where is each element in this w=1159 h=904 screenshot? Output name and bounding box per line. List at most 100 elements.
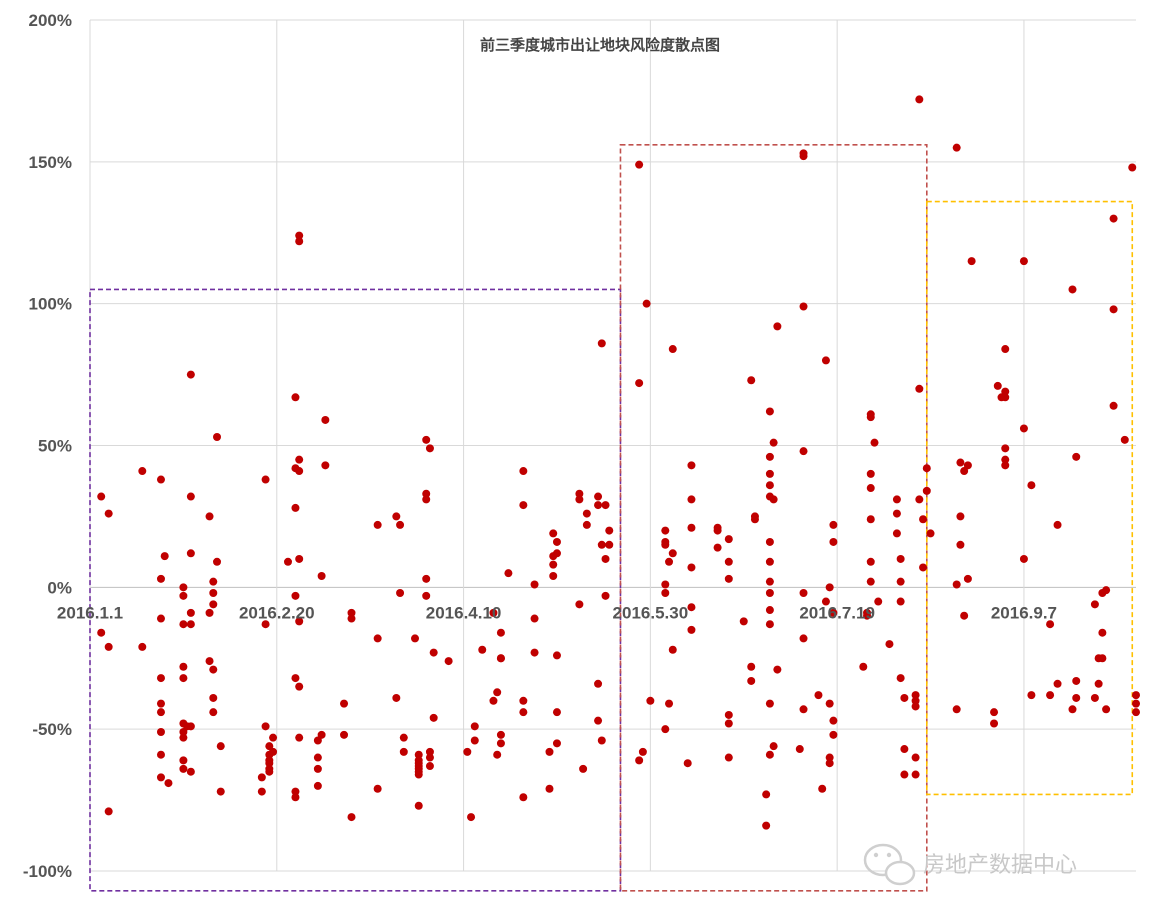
data-point [265, 742, 274, 751]
data-point [373, 520, 382, 529]
data-point [911, 770, 920, 779]
data-point [919, 563, 928, 572]
data-point [866, 469, 875, 478]
data-point [687, 563, 696, 572]
data-point [209, 708, 218, 717]
data-point [724, 535, 733, 544]
highlight-box [89, 288, 622, 892]
data-point [1001, 393, 1010, 402]
data-point [769, 438, 778, 447]
data-point [668, 345, 677, 354]
data-point [493, 688, 502, 697]
data-point [926, 529, 935, 538]
data-point [713, 543, 722, 552]
data-point [295, 733, 304, 742]
data-point [885, 640, 894, 649]
data-point [265, 759, 274, 768]
data-point [825, 583, 834, 592]
data-point [1120, 435, 1129, 444]
data-point [321, 415, 330, 424]
x-tick-label: 2016.7.19 [799, 603, 875, 622]
data-point [209, 589, 218, 598]
data-point [295, 682, 304, 691]
data-point [496, 654, 505, 663]
data-point [313, 764, 322, 773]
data-point [1019, 424, 1028, 433]
data-point [1090, 600, 1099, 609]
data-point [519, 501, 528, 510]
data-point [104, 642, 113, 651]
data-point [552, 549, 561, 558]
data-point [545, 747, 554, 756]
data-point [347, 614, 356, 623]
data-point [399, 733, 408, 742]
data-point [724, 574, 733, 583]
data-point [765, 750, 774, 759]
data-point [422, 435, 431, 444]
wechat-icon [863, 843, 916, 886]
data-point [313, 781, 322, 790]
data-point [963, 461, 972, 470]
data-point [597, 736, 606, 745]
data-point [1046, 620, 1055, 629]
data-point [340, 699, 349, 708]
data-point [422, 591, 431, 600]
data-point [739, 617, 748, 626]
data-point [156, 674, 165, 683]
data-point [186, 549, 195, 558]
data-point [373, 634, 382, 643]
data-point [340, 730, 349, 739]
data-point [97, 492, 106, 501]
data-point [713, 526, 722, 535]
chart-title: 前三季度城市出让地块风险度散点图 [480, 36, 720, 54]
data-point [683, 759, 692, 768]
data-point [1001, 387, 1010, 396]
data-point [1072, 693, 1081, 702]
data-point [799, 152, 808, 161]
data-point [638, 747, 647, 756]
data-point [963, 574, 972, 583]
data-point [261, 722, 270, 731]
highlight-box [619, 144, 928, 892]
data-point [414, 801, 423, 810]
data-point [960, 611, 969, 620]
data-point [1132, 691, 1140, 700]
data-point [317, 730, 326, 739]
data-point [429, 648, 438, 657]
data-point [179, 756, 188, 765]
data-point [866, 413, 875, 422]
data-point [952, 705, 961, 714]
data-point [825, 759, 834, 768]
data-point [179, 662, 188, 671]
data-point [478, 645, 487, 654]
data-point [594, 501, 603, 510]
data-point [668, 645, 677, 654]
data-point [762, 790, 771, 799]
data-point [687, 625, 696, 634]
data-point [765, 452, 774, 461]
data-point [496, 739, 505, 748]
data-point [186, 722, 195, 731]
data-point [373, 784, 382, 793]
data-point [396, 589, 405, 598]
data-point [257, 773, 266, 782]
data-point [900, 693, 909, 702]
data-point [605, 526, 614, 535]
data-point [164, 779, 173, 788]
data-point [530, 614, 539, 623]
data-point [582, 509, 591, 518]
data-point [552, 651, 561, 660]
data-point [594, 716, 603, 725]
data-point [179, 733, 188, 742]
data-point [892, 509, 901, 518]
data-point [866, 484, 875, 493]
data-point [661, 540, 670, 549]
data-point [179, 764, 188, 773]
data-point [1068, 705, 1077, 714]
data-point [313, 736, 322, 745]
data-point [347, 813, 356, 822]
data-point [519, 708, 528, 717]
data-point [205, 657, 214, 666]
data-point [291, 503, 300, 512]
data-point [900, 770, 909, 779]
